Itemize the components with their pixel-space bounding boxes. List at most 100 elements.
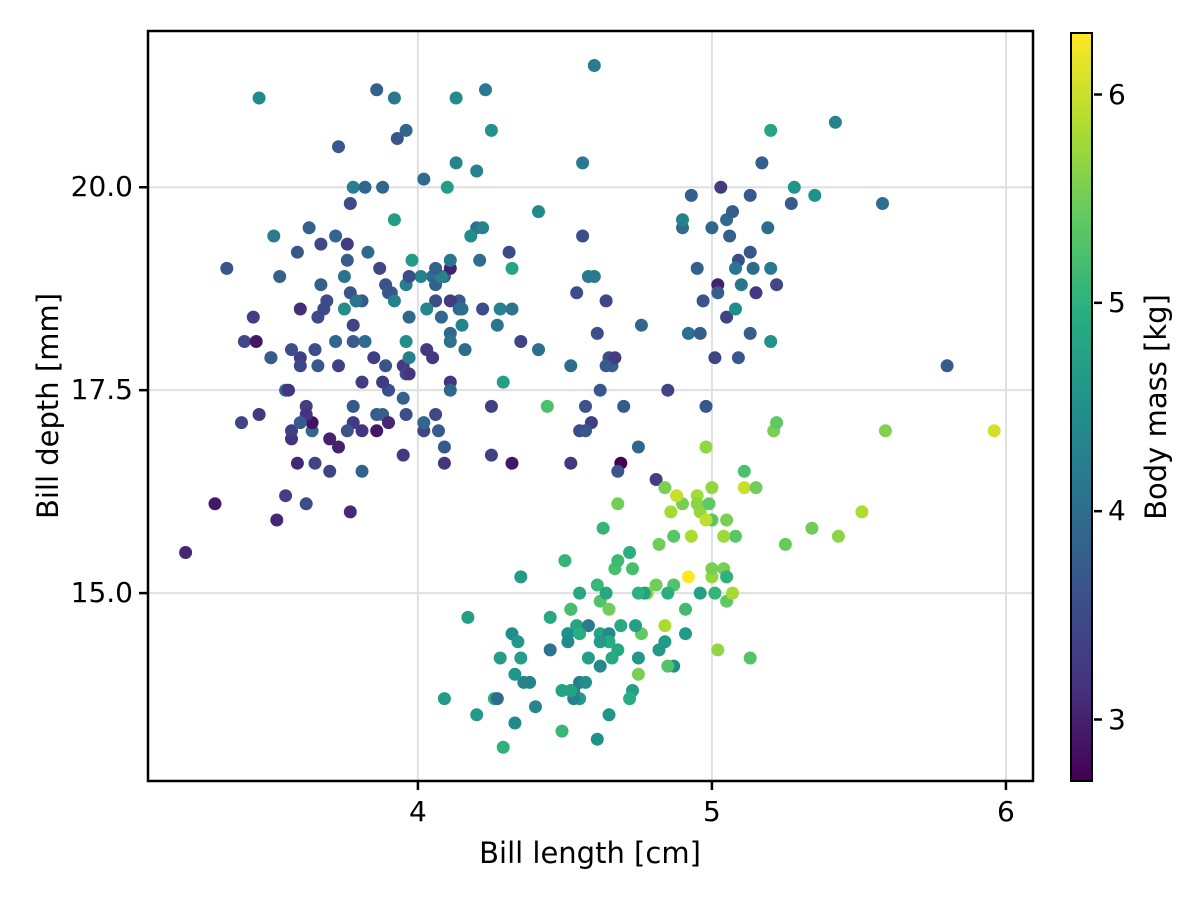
scatter-point <box>493 302 507 316</box>
colorbar-tick-label: 4 <box>1108 494 1126 528</box>
scatter-point <box>337 270 351 283</box>
scatter-point <box>323 464 337 478</box>
scatter-point <box>267 229 281 243</box>
scatter-point <box>387 294 401 308</box>
scatter-point <box>708 586 722 600</box>
scatter-point <box>743 245 757 259</box>
scatter-point <box>720 513 734 527</box>
scatter-point <box>370 83 384 97</box>
scatter-point <box>179 546 193 559</box>
scatter-point <box>208 497 222 511</box>
scatter-point <box>587 59 601 72</box>
scatter-point <box>576 156 590 170</box>
scatter-point <box>420 302 434 316</box>
scatter-point <box>664 505 678 519</box>
scatter-point <box>705 562 719 576</box>
scatter-point <box>437 456 451 470</box>
scatter-point <box>805 521 819 535</box>
scatter-point <box>473 253 487 267</box>
colorbar <box>1070 32 1093 782</box>
scatter-point <box>382 416 395 430</box>
scatter-point <box>555 724 569 738</box>
scatter-point <box>429 408 443 421</box>
scatter-point <box>329 335 343 348</box>
colorbar-tick-label: 3 <box>1108 702 1126 736</box>
scatter-point <box>787 180 801 194</box>
scatter-point <box>449 91 463 105</box>
scatter-point <box>396 391 410 405</box>
scatter-point <box>505 261 519 275</box>
scatter-point <box>693 586 707 600</box>
scatter-point <box>249 335 263 348</box>
scatter-point <box>596 521 610 535</box>
scatter-point <box>614 619 628 633</box>
scatter-point <box>564 456 578 470</box>
scatter-point <box>770 278 784 292</box>
scatter-point <box>402 310 416 324</box>
scatter-point <box>432 424 445 438</box>
scatter-point <box>323 432 337 446</box>
scatter-point <box>705 221 719 235</box>
scatter-point <box>252 91 266 105</box>
scatter-point <box>514 651 528 665</box>
scatter-point <box>579 399 592 413</box>
scatter-point <box>343 197 357 210</box>
scatter-point <box>611 554 625 568</box>
scatter-point <box>784 197 798 210</box>
scatter-point <box>631 440 645 454</box>
scatter-point <box>387 91 401 105</box>
scatter-point <box>987 424 1001 438</box>
scatter-point <box>649 473 663 486</box>
scatter-point <box>505 456 519 470</box>
scatter-point <box>729 261 742 275</box>
y-tick-label: 17.5 <box>70 373 133 407</box>
scatter-point <box>399 335 413 348</box>
scatter-point <box>558 554 572 568</box>
scatter-point <box>661 659 675 673</box>
scatter-point <box>496 375 510 389</box>
scatter-point <box>496 740 510 754</box>
x-tick-label: 6 <box>997 795 1015 828</box>
scatter-point <box>314 278 328 292</box>
scatter-point <box>246 310 260 324</box>
scatter-point <box>602 602 616 616</box>
scatter-point <box>670 489 684 503</box>
scatter-point <box>570 286 584 300</box>
scatter-point <box>355 375 369 389</box>
scatter-point <box>778 537 792 551</box>
y-axis-label: Bill depth [mm] <box>31 292 65 520</box>
scatter-point <box>729 302 742 316</box>
scatter-point <box>708 351 722 365</box>
scatter-point <box>302 221 316 235</box>
scatter-point <box>532 343 545 357</box>
scatter-point <box>770 416 784 430</box>
scatter-point <box>611 464 625 478</box>
scatter-point <box>734 278 748 292</box>
scatter-point <box>681 326 695 340</box>
scatter-point <box>764 261 778 275</box>
scatter-point <box>649 578 663 592</box>
scatter-point <box>661 586 675 600</box>
scatter-point <box>711 643 725 657</box>
scatter-point <box>414 270 428 283</box>
scatter-point <box>714 180 728 194</box>
plot-border <box>146 29 1035 783</box>
scatter-point <box>270 513 284 527</box>
scatter-point <box>684 529 698 543</box>
scatter-point <box>540 399 554 413</box>
scatter-point <box>455 318 469 332</box>
scatter-point <box>679 602 692 616</box>
scatter-point <box>573 586 587 600</box>
scatter-point <box>476 221 490 235</box>
scatter-point <box>581 651 595 665</box>
colorbar-label: Body mass [kg] <box>1139 294 1173 520</box>
scatter-point <box>579 675 592 689</box>
scatter-point <box>282 383 295 397</box>
scatter-point <box>461 610 475 624</box>
scatter-point <box>561 635 575 649</box>
scatter-point <box>617 399 631 413</box>
scatter-point <box>658 481 672 495</box>
scatter-point <box>652 537 666 551</box>
scatter-point <box>590 578 604 592</box>
